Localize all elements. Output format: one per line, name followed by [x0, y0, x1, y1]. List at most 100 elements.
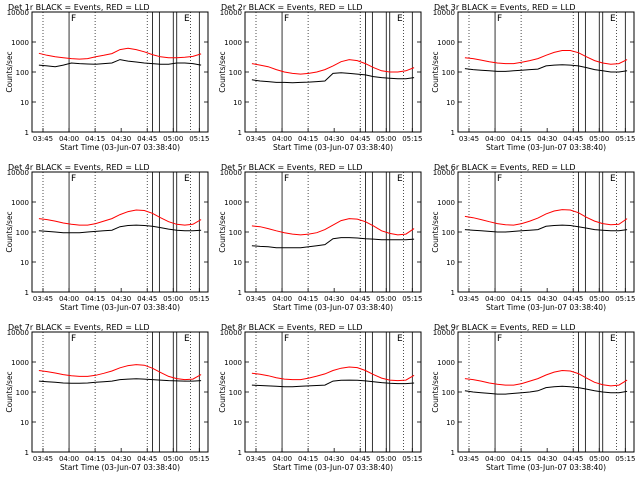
x-tick-label: 04:30 [537, 295, 557, 303]
y-tick-label: 10 [446, 99, 455, 107]
lld-series-line [464, 209, 628, 226]
plot-frame [31, 11, 209, 133]
y-tick-label: 10 [20, 419, 29, 427]
chart-panel-2: Det 2r BLACK = Events, RED = LLD F E 1 10 100… [218, 3, 422, 152]
chart-panel-8: Det 8r BLACK = Events, RED = LLD F E 1 10 100… [218, 323, 422, 472]
x-tick-label: 05:15 [615, 455, 635, 463]
chart-title: Det 7r BLACK = Events, RED = LLD [8, 323, 150, 332]
y-tick-label: 10 [233, 419, 242, 427]
x-tick-label: 04:00 [485, 455, 505, 463]
y-tick-label: 10000 [220, 329, 242, 337]
y-tick-label: 100 [229, 229, 242, 237]
y-axis-label: Counts/sec [431, 51, 440, 92]
chart-title: Det 4r BLACK = Events, RED = LLD [8, 163, 150, 172]
x-tick-label: 04:45 [350, 295, 370, 303]
plot-frame [244, 171, 422, 293]
chart-title: Det 9r BLACK = Events, RED = LLD [434, 323, 576, 332]
chart-title: Det 2r BLACK = Events, RED = LLD [221, 3, 363, 12]
y-tick-label: 100 [16, 229, 29, 237]
y-tick-label: 10000 [7, 9, 29, 17]
y-tick-label: 1 [238, 449, 242, 457]
x-tick-label: 04:15 [298, 455, 318, 463]
y-tick-label: 1000 [11, 39, 29, 47]
x-axis-label: Start Time (03-Jun-07 03:38:40) [273, 143, 393, 152]
x-tick-label: 05:15 [189, 295, 209, 303]
y-tick-label: 10000 [7, 329, 29, 337]
x-tick-label: 04:15 [511, 455, 531, 463]
x-tick-label: 04:45 [137, 135, 157, 143]
x-tick-label: 05:00 [376, 295, 396, 303]
chart-panel-9: Det 9r BLACK = Events, RED = LLD F E 1 10 100… [431, 323, 635, 472]
y-axis-label: Counts/sec [218, 371, 227, 412]
x-tick-label: 04:30 [537, 135, 557, 143]
x-tick-label: 04:00 [485, 135, 505, 143]
y-tick-label: 1 [25, 449, 29, 457]
x-tick-label: 04:15 [85, 135, 105, 143]
y-axis-label: Counts/sec [431, 371, 440, 412]
x-axis-label: Start Time (03-Jun-07 03:38:40) [273, 303, 393, 312]
x-tick-label: 03:45 [246, 295, 266, 303]
event-marker-label: E [397, 334, 403, 344]
y-tick-label: 1000 [437, 199, 455, 207]
y-tick-label: 1000 [11, 199, 29, 207]
events-series-line [464, 64, 628, 73]
x-tick-label: 03:45 [33, 455, 53, 463]
y-tick-label: 10 [233, 99, 242, 107]
lld-series-line [251, 366, 415, 382]
x-axis-label: Start Time (03-Jun-07 03:38:40) [273, 463, 393, 472]
event-marker-label: F [497, 14, 502, 24]
x-tick-label: 04:00 [59, 135, 79, 143]
event-marker-label: E [184, 14, 190, 24]
x-tick-label: 04:00 [272, 135, 292, 143]
chart-panel-5: Det 5r BLACK = Events, RED = LLD F E 1 10 100… [218, 163, 422, 312]
x-tick-label: 04:45 [563, 135, 583, 143]
chart-panel-6: Det 6r BLACK = Events, RED = LLD F E 1 10 100… [431, 163, 635, 312]
events-series-line [251, 379, 415, 388]
x-tick-label: 04:30 [324, 135, 344, 143]
lld-series-line [38, 209, 202, 226]
y-tick-label: 10000 [433, 169, 455, 177]
x-tick-label: 05:00 [163, 135, 183, 143]
event-marker-label: F [497, 334, 502, 344]
chart-panel-4: Det 4r BLACK = Events, RED = LLD F E 1 10 100… [5, 163, 209, 312]
y-tick-label: 1000 [437, 359, 455, 367]
x-tick-label: 03:45 [33, 135, 53, 143]
x-axis-label: Start Time (03-Jun-07 03:38:40) [60, 463, 180, 472]
x-tick-label: 05:00 [376, 135, 396, 143]
x-tick-label: 04:30 [111, 455, 131, 463]
x-tick-label: 04:45 [563, 455, 583, 463]
x-tick-label: 04:00 [272, 455, 292, 463]
x-tick-label: 03:45 [246, 455, 266, 463]
lld-series-line [38, 47, 202, 60]
y-tick-label: 10 [446, 259, 455, 267]
y-tick-label: 1 [25, 289, 29, 297]
y-tick-label: 1000 [224, 359, 242, 367]
events-series-line [464, 224, 628, 233]
x-axis-label: Start Time (03-Jun-07 03:38:40) [486, 463, 606, 472]
x-tick-label: 05:15 [402, 455, 422, 463]
chart-title: Det 8r BLACK = Events, RED = LLD [221, 323, 363, 332]
event-marker-label: F [71, 174, 76, 184]
y-tick-label: 10000 [220, 9, 242, 17]
x-axis-label: Start Time (03-Jun-07 03:38:40) [60, 303, 180, 312]
event-marker-label: F [71, 14, 76, 24]
x-tick-label: 04:00 [59, 455, 79, 463]
y-tick-label: 100 [16, 69, 29, 77]
x-tick-label: 04:00 [59, 295, 79, 303]
event-marker-label: E [184, 174, 190, 184]
x-tick-label: 03:45 [33, 295, 53, 303]
y-tick-label: 100 [442, 69, 455, 77]
x-tick-label: 05:00 [589, 135, 609, 143]
x-tick-label: 03:45 [459, 455, 479, 463]
event-marker-label: E [610, 174, 616, 184]
x-tick-label: 04:45 [137, 455, 157, 463]
chart-title: Det 1r BLACK = Events, RED = LLD [8, 3, 150, 12]
x-tick-label: 05:15 [402, 295, 422, 303]
events-series-line [38, 378, 202, 384]
chart-title: Det 5r BLACK = Events, RED = LLD [221, 163, 363, 172]
lld-series-line [464, 50, 628, 65]
x-tick-label: 05:15 [615, 295, 635, 303]
y-axis-label: Counts/sec [218, 51, 227, 92]
x-tick-label: 03:45 [459, 135, 479, 143]
x-tick-label: 03:45 [459, 295, 479, 303]
